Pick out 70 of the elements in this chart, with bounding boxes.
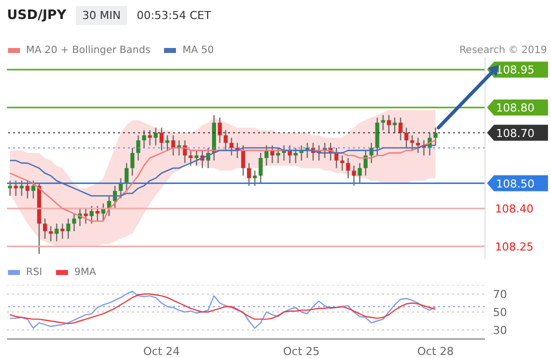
candlestick [60, 223, 64, 240]
candlestick [398, 117, 403, 141]
y-tick-label: 108.50 [496, 177, 534, 190]
candlestick [434, 127, 438, 146]
candlestick [252, 170, 257, 186]
candlestick [142, 130, 146, 148]
candlestick [95, 205, 100, 222]
legend-label: MA 20 + Bollinger Bands [25, 45, 150, 56]
x-tick-label: Oct 25 [283, 344, 320, 358]
candlestick [334, 147, 338, 169]
y-tick-label: 108.25 [495, 240, 534, 254]
legend-label: MA 50 [181, 45, 214, 56]
candlestick [72, 212, 76, 232]
x-tick-label: Oct 28 [417, 344, 454, 358]
candlestick [218, 117, 222, 144]
candlestick [247, 162, 251, 186]
candlestick [66, 218, 70, 240]
candlestick [404, 127, 408, 148]
y-tick-label: 30 [493, 324, 507, 337]
candlestick [258, 152, 263, 184]
x-tick-label: Oct 24 [143, 344, 180, 358]
candlestick [224, 130, 228, 152]
candlestick [90, 205, 94, 224]
y-tick-label: 108.70 [496, 126, 534, 140]
text: 00:53:54 CET [136, 9, 211, 22]
text: Research © 2019 [459, 45, 547, 56]
candlestick [264, 144, 268, 166]
candlestick [42, 218, 47, 240]
candlestick [392, 117, 397, 134]
candlestick [165, 134, 170, 152]
y-tick-label: 108.80 [496, 102, 534, 114]
candlestick [364, 150, 368, 176]
legend-label: RSI [25, 267, 42, 278]
candlestick [160, 127, 164, 152]
candlestick [148, 130, 152, 146]
candlestick [171, 134, 176, 156]
candlestick [8, 180, 12, 196]
chart-title: USD/JPY [7, 8, 66, 23]
candlestick [31, 180, 36, 199]
candlestick [136, 134, 140, 162]
candlestick [416, 137, 420, 154]
y-tick-label: 108.95 [496, 64, 534, 77]
candlestick [54, 223, 59, 242]
candlestick [154, 127, 158, 146]
candlestick [130, 147, 134, 176]
candlestick [124, 162, 129, 192]
candlestick [346, 157, 350, 179]
y-tick-label: 50 [493, 306, 507, 319]
candlestick [48, 226, 53, 242]
candlestick [230, 137, 234, 156]
chart-subtitle: 30 MIN [76, 6, 127, 25]
candlestick [410, 134, 414, 152]
y-tick-label: 70 [493, 288, 507, 301]
candlestick [25, 180, 30, 199]
candlestick [84, 208, 88, 224]
candlestick [276, 147, 280, 164]
candlestick [358, 162, 362, 184]
candlestick [118, 178, 123, 199]
candlestick [386, 114, 391, 134]
candlestick [294, 147, 298, 164]
candlestick [194, 150, 199, 166]
candlestick [352, 164, 356, 186]
candlestick [188, 150, 193, 166]
candlestick [340, 154, 344, 172]
candlestick [241, 144, 246, 176]
y-tick-label: 108.40 [495, 202, 534, 216]
candlestick [381, 114, 386, 131]
candlestick [20, 180, 24, 196]
candlestick [14, 180, 18, 196]
legend-label: 9MA [73, 267, 96, 278]
